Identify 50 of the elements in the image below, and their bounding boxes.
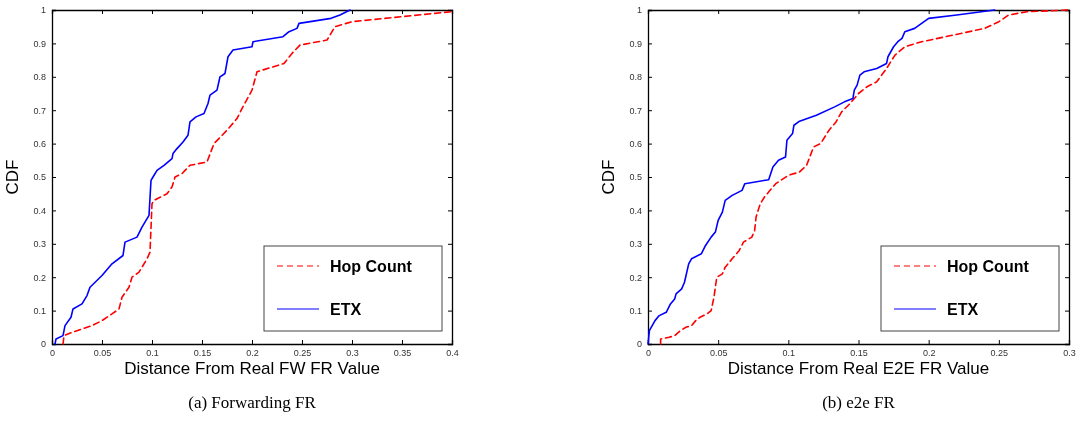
- legend-label: ETX: [330, 301, 362, 318]
- y-tick-label: 0.1: [629, 305, 642, 316]
- legend-label: ETX: [947, 301, 979, 318]
- y-tick-label: 0.2: [33, 272, 46, 283]
- y-tick-label: 0.1: [33, 305, 46, 316]
- x-tick-label: 0.4: [446, 348, 459, 359]
- y-tick-label: 0.8: [629, 72, 642, 83]
- x-tick-label: 0.05: [93, 348, 112, 359]
- x-tick-label: 0.15: [850, 348, 868, 359]
- legend-label: Hop Count: [330, 258, 413, 275]
- y-axis-title: CDF: [599, 159, 618, 195]
- y-tick-label: 0.2: [629, 272, 642, 283]
- legend-label: Hop Count: [947, 258, 1030, 275]
- x-tick-label: 0.1: [146, 348, 159, 359]
- y-tick-label: 0.8: [33, 72, 46, 83]
- x-tick-label: 0.25: [990, 348, 1009, 359]
- x-tick-label: 0.2: [922, 348, 936, 359]
- x-tick-label: 0.25: [293, 348, 312, 359]
- text: (a) Forwarding FR: [188, 393, 317, 412]
- text: (b) e2e FR: [822, 393, 896, 412]
- x-tick-label: 0.1: [782, 348, 796, 359]
- x-axis-title: Distance From Real FW FR Value: [124, 359, 380, 378]
- y-tick-label: 0.3: [33, 239, 46, 250]
- y-tick-label: 0: [636, 339, 642, 350]
- y-tick-label: 0.6: [33, 138, 46, 149]
- line-series: [659, 9, 1070, 345]
- y-tick-label: 0.5: [33, 172, 46, 183]
- y-axis-title: CDF: [3, 159, 22, 195]
- x-tick-label: 0: [645, 348, 652, 359]
- x-tick-label: 0.35: [393, 348, 412, 359]
- y-tick-label: 0.7: [33, 105, 46, 116]
- line-series: [62, 10, 453, 345]
- y-tick-label: 0.5: [629, 172, 642, 183]
- y-tick-label: 0.3: [629, 239, 642, 250]
- x-tick-label: 0: [49, 348, 56, 359]
- y-tick-label: 0.4: [629, 205, 642, 216]
- y-tick-label: 0.7: [629, 105, 642, 116]
- x-tick-label: 0.15: [193, 348, 212, 359]
- x-axis-title: Distance From Real E2E FR Value: [727, 359, 990, 378]
- y-tick-label: 0.9: [629, 38, 642, 49]
- x-tick-label: 0.3: [346, 348, 359, 359]
- x-tick-label: 0.2: [246, 348, 259, 359]
- y-tick-label: 1: [636, 5, 642, 16]
- x-tick-label: 0.05: [709, 348, 728, 359]
- y-tick-label: 0.6: [629, 138, 642, 149]
- y-tick-label: 0.4: [33, 205, 46, 216]
- y-tick-label: 0: [40, 339, 46, 350]
- y-tick-label: 0.9: [33, 38, 46, 49]
- y-tick-label: 1: [40, 5, 46, 16]
- x-tick-label: 0.3: [1063, 348, 1076, 359]
